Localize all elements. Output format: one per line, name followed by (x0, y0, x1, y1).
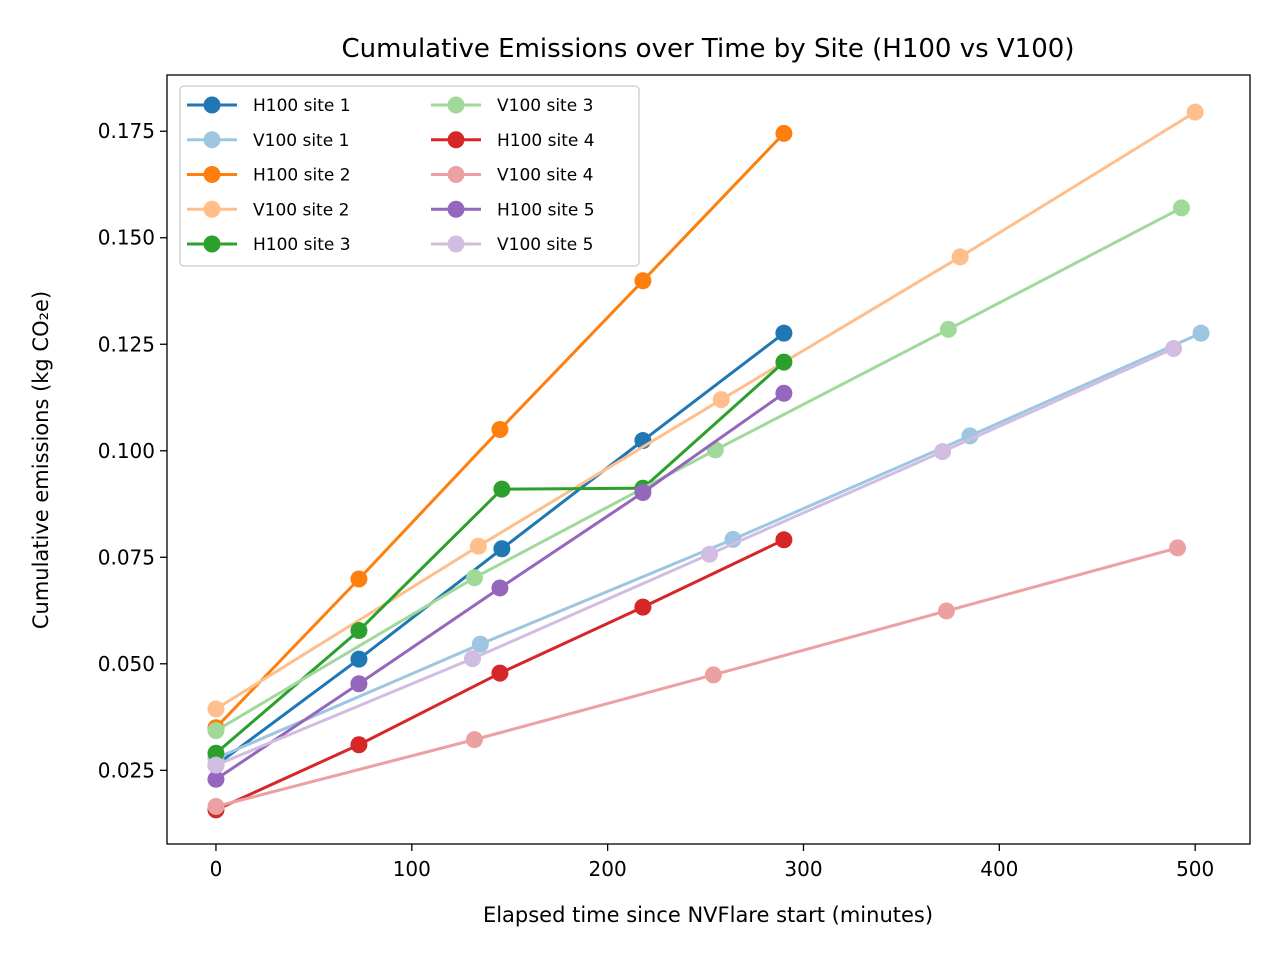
series-h100-site-3 (207, 353, 793, 762)
y-tick-label: 0.150 (98, 226, 155, 250)
legend-label-h100-site-5: H100 site 5 (497, 200, 595, 220)
legend-label-h100-site-4: H100 site 4 (497, 131, 595, 151)
data-point-v100-site-2 (951, 248, 969, 266)
data-point-v100-site-3 (207, 722, 225, 740)
series-v100-site-5 (207, 340, 1183, 774)
legend-label-h100-site-3: H100 site 3 (253, 235, 351, 255)
data-point-v100-site-5 (700, 545, 718, 563)
y-tick-label: 0.125 (98, 332, 155, 356)
data-point-h100-site-3 (350, 622, 368, 640)
data-point-v100-site-4 (1169, 539, 1187, 557)
data-point-v100-site-4 (207, 798, 225, 816)
data-point-v100-site-3 (1172, 199, 1190, 217)
data-point-h100-site-3 (493, 480, 511, 498)
data-point-h100-site-3 (775, 353, 793, 371)
series-v100-site-4 (207, 539, 1187, 816)
data-point-v100-site-4 (704, 666, 722, 684)
series-h100-site-5 (207, 384, 793, 788)
legend-label-h100-site-2: H100 site 2 (253, 166, 351, 186)
legend-marker-v100-site-5 (447, 235, 465, 253)
y-axis-label: Cumulative emissions (kg CO₂e) (29, 291, 53, 629)
data-point-h100-site-4 (634, 598, 652, 616)
x-tick-label: 100 (393, 857, 431, 881)
data-point-h100-site-4 (491, 664, 509, 682)
x-tick-label: 300 (784, 857, 822, 881)
data-point-v100-site-5 (464, 650, 482, 668)
data-point-v100-site-3 (939, 320, 957, 338)
data-point-h100-site-5 (491, 579, 509, 597)
data-point-h100-site-5 (775, 384, 793, 402)
data-point-v100-site-2 (712, 391, 730, 409)
data-point-h100-site-1 (775, 324, 793, 342)
legend-label-v100-site-2: V100 site 2 (253, 200, 349, 220)
legend-marker-h100-site-5 (447, 200, 465, 218)
legend-label-v100-site-1: V100 site 1 (253, 131, 349, 151)
data-point-h100-site-2 (491, 420, 509, 438)
y-tick-label: 0.050 (98, 652, 155, 676)
series-line-v100-site-5 (215, 347, 1175, 767)
legend-marker-v100-site-2 (203, 200, 221, 218)
y-tick-label: 0.075 (98, 545, 155, 569)
legend-marker-v100-site-3 (447, 96, 465, 114)
legend-marker-v100-site-1 (203, 131, 221, 149)
data-point-v100-site-2 (469, 537, 487, 555)
y-tick-label: 0.175 (98, 119, 155, 143)
x-tick-label: 500 (1176, 857, 1214, 881)
data-point-h100-site-2 (350, 570, 368, 588)
data-point-h100-site-3 (207, 744, 225, 762)
data-point-h100-site-1 (350, 650, 368, 668)
data-point-v100-site-5 (934, 443, 952, 461)
data-point-h100-site-5 (207, 770, 225, 788)
x-axis-label: Elapsed time since NVFlare start (minute… (483, 903, 933, 927)
data-point-v100-site-2 (207, 700, 225, 718)
data-point-v100-site-2 (1186, 103, 1204, 121)
legend-label-v100-site-4: V100 site 4 (497, 166, 593, 186)
legend-label-v100-site-5: V100 site 5 (497, 235, 593, 255)
y-tick-label: 0.100 (98, 439, 155, 463)
data-point-h100-site-1 (493, 540, 511, 558)
data-point-h100-site-4 (775, 531, 793, 549)
legend-marker-h100-site-2 (203, 166, 221, 183)
data-point-h100-site-5 (634, 484, 652, 502)
series-line-v100-site-1 (215, 331, 1202, 760)
series-h100-site-4 (207, 531, 793, 819)
data-point-h100-site-2 (775, 124, 793, 142)
plot-frame (166, 74, 1251, 845)
x-tick-label: 400 (980, 857, 1018, 881)
data-point-v100-site-5 (207, 756, 225, 774)
data-point-v100-site-3 (465, 569, 483, 587)
data-point-v100-site-4 (465, 731, 483, 749)
data-point-h100-site-2 (634, 272, 652, 290)
data-point-h100-site-4 (350, 736, 368, 754)
x-tick-label: 0 (210, 857, 223, 881)
chart-title: Cumulative Emissions over Time by Site (… (342, 34, 1075, 64)
legend-label-v100-site-3: V100 site 3 (497, 96, 593, 116)
legend-marker-v100-site-4 (447, 166, 465, 183)
plot-area: 0 100 200 300 400 500 0.025 0.050 0.075 0.100 0.12… (98, 74, 1251, 881)
series-v100-site-3 (207, 199, 1190, 740)
y-tick-label: 0.025 (98, 758, 155, 782)
data-point-v100-site-5 (1165, 340, 1183, 358)
legend-box (179, 85, 640, 267)
legend-marker-h100-site-4 (447, 131, 465, 149)
legend: H100 site 1 V100 site 1 H100 site 2 V100 si… (179, 85, 640, 267)
data-point-v100-site-1 (1192, 324, 1210, 342)
data-point-h100-site-5 (350, 675, 368, 693)
data-point-v100-site-1 (471, 635, 489, 653)
series-h100-site-2 (207, 124, 793, 737)
x-tick-label: 200 (589, 857, 627, 881)
legend-label-h100-site-1: H100 site 1 (253, 96, 351, 116)
legend-marker-h100-site-3 (203, 235, 221, 253)
data-point-v100-site-4 (937, 602, 955, 620)
legend-marker-h100-site-1 (203, 96, 221, 114)
